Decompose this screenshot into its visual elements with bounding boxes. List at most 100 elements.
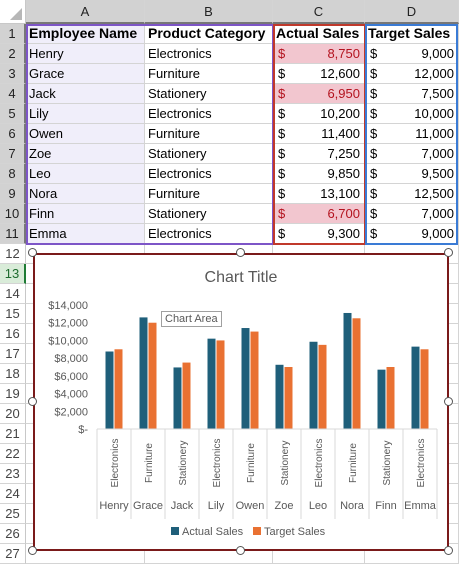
cell-b4[interactable]: Stationery — [145, 84, 273, 104]
chart-title[interactable]: Chart Title — [204, 269, 278, 286]
cell-b9[interactable]: Furniture — [145, 184, 273, 204]
cell-d9[interactable]: $12,500 — [365, 184, 459, 204]
currency-symbol: $ — [370, 106, 378, 121]
row-header-7[interactable]: 7 — [0, 144, 26, 164]
cell-b10[interactable]: Stationery — [145, 204, 273, 224]
cell-c5[interactable]: $10,200 — [273, 104, 365, 124]
cell-a2[interactable]: Henry — [26, 44, 145, 64]
row-header-27[interactable]: 27 — [0, 544, 26, 564]
row-header-4[interactable]: 4 — [0, 84, 26, 104]
resize-handle[interactable] — [444, 546, 453, 555]
cell-a7[interactable]: Zoe — [26, 144, 145, 164]
cell-d4[interactable]: $7,500 — [365, 84, 459, 104]
cell-d6[interactable]: $11,000 — [365, 124, 459, 144]
cell-d5[interactable]: $10,000 — [365, 104, 459, 124]
cell-b2[interactable]: Electronics — [145, 44, 273, 64]
cell-c11[interactable]: $9,300 — [273, 224, 365, 244]
resize-handle[interactable] — [236, 248, 245, 257]
cell-c1[interactable]: Actual Sales — [273, 24, 365, 44]
cell-c4[interactable]: $6,950 — [273, 84, 365, 104]
cell-b3[interactable]: Furniture — [145, 64, 273, 84]
resize-handle[interactable] — [28, 397, 37, 406]
cell-a1[interactable]: Employee Name — [26, 24, 145, 44]
cell-b8[interactable]: Electronics — [145, 164, 273, 184]
cell-d11[interactable]: $9,000 — [365, 224, 459, 244]
column-header-a[interactable]: A — [26, 0, 145, 24]
row-header-6[interactable]: 6 — [0, 124, 26, 144]
cell-b7[interactable]: Stationery — [145, 144, 273, 164]
row-header-26[interactable]: 26 — [0, 524, 26, 544]
row-header-12[interactable]: 12 — [0, 244, 26, 264]
row-header-21[interactable]: 21 — [0, 424, 26, 444]
row-header-10[interactable]: 10 — [0, 204, 26, 224]
row-header-22[interactable]: 22 — [0, 444, 26, 464]
column-header-c[interactable]: C — [273, 0, 365, 24]
row-header-17[interactable]: 17 — [0, 344, 26, 364]
row-header-24[interactable]: 24 — [0, 484, 26, 504]
cell-a3[interactable]: Grace — [26, 64, 145, 84]
currency-symbol: $ — [278, 66, 286, 81]
currency-symbol: $ — [278, 206, 286, 221]
sales-value: 12,600 — [320, 66, 360, 81]
row-header-13[interactable]: 13 — [0, 264, 26, 284]
cell-a8[interactable]: Leo — [26, 164, 145, 184]
row-header-20[interactable]: 20 — [0, 404, 26, 424]
cell-c6[interactable]: $11,400 — [273, 124, 365, 144]
resize-handle[interactable] — [444, 397, 453, 406]
cell-d7[interactable]: $7,000 — [365, 144, 459, 164]
column-header-b[interactable]: B — [145, 0, 273, 24]
cell-a9[interactable]: Nora — [26, 184, 145, 204]
cell-a6[interactable]: Owen — [26, 124, 145, 144]
row-header-3[interactable]: 3 — [0, 64, 26, 84]
cell-a5[interactable]: Lily — [26, 104, 145, 124]
currency-symbol: $ — [370, 166, 378, 181]
column-header-d[interactable]: D — [365, 0, 459, 24]
x-tick-category: Stationery — [280, 440, 291, 485]
resize-handle[interactable] — [28, 248, 37, 257]
cell-c2[interactable]: $8,750 — [273, 44, 365, 64]
row-header-19[interactable]: 19 — [0, 384, 26, 404]
row-header-25[interactable]: 25 — [0, 504, 26, 524]
row-header-1[interactable]: 1 — [0, 24, 26, 44]
row-header-2[interactable]: 2 — [0, 44, 26, 64]
x-tick-name: Owen — [236, 500, 265, 512]
sales-value: 9,300 — [327, 226, 360, 241]
cell-d2[interactable]: $9,000 — [365, 44, 459, 64]
row-header-16[interactable]: 16 — [0, 324, 26, 344]
cell-c8[interactable]: $9,850 — [273, 164, 365, 184]
cell-d10[interactable]: $7,000 — [365, 204, 459, 224]
cell-b5[interactable]: Electronics — [145, 104, 273, 124]
y-tick-label: $4,000 — [54, 389, 88, 401]
cell-c7[interactable]: $7,250 — [273, 144, 365, 164]
cell-d1[interactable]: Target Sales — [365, 24, 459, 44]
chart-area[interactable]: Chart Title $- $2,000 $4,000 $6,000 $8,000 $1… — [28, 248, 453, 555]
cell-d8[interactable]: $9,500 — [365, 164, 459, 184]
cell-b11[interactable]: Electronics — [145, 224, 273, 244]
cell-d3[interactable]: $12,000 — [365, 64, 459, 84]
row-header-5[interactable]: 5 — [0, 104, 26, 124]
resize-handle[interactable] — [28, 546, 37, 555]
row-header-18[interactable]: 18 — [0, 364, 26, 384]
cell-c3[interactable]: $12,600 — [273, 64, 365, 84]
row-header-9[interactable]: 9 — [0, 184, 26, 204]
cell-a11[interactable]: Emma — [26, 224, 145, 244]
cell-c9[interactable]: $13,100 — [273, 184, 365, 204]
sales-value: 9,500 — [421, 166, 454, 181]
row-header-11[interactable]: 11 — [0, 224, 26, 244]
sales-value: 9,850 — [327, 166, 360, 181]
cell-a4[interactable]: Jack — [26, 84, 145, 104]
cell-c10[interactable]: $6,700 — [273, 204, 365, 224]
row-header-14[interactable]: 14 — [0, 284, 26, 304]
select-all-corner[interactable] — [0, 0, 26, 24]
sales-value: 12,000 — [414, 66, 454, 81]
row-header-15[interactable]: 15 — [0, 304, 26, 324]
row-header-23[interactable]: 23 — [0, 464, 26, 484]
resize-handle[interactable] — [444, 248, 453, 257]
resize-handle[interactable] — [236, 546, 245, 555]
row-header-8[interactable]: 8 — [0, 164, 26, 184]
cell-b1[interactable]: Product Category — [145, 24, 273, 44]
cell-b6[interactable]: Furniture — [145, 124, 273, 144]
sales-value: 8,750 — [327, 46, 360, 61]
cell-a10[interactable]: Finn — [26, 204, 145, 224]
